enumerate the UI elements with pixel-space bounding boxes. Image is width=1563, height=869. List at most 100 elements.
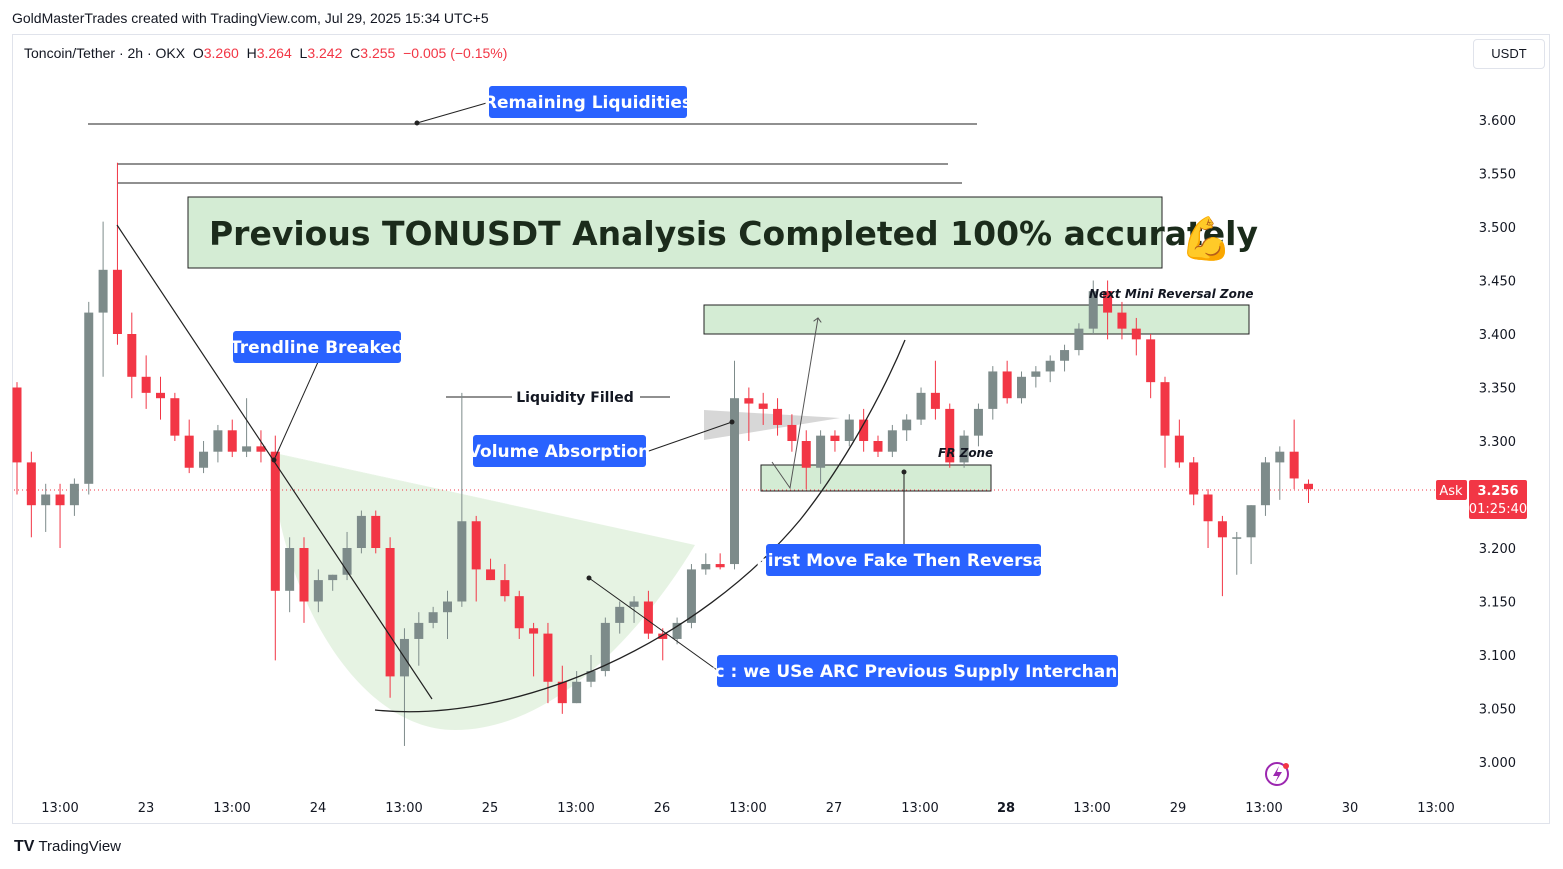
candle-body[interactable] [844, 419, 854, 441]
candle-body[interactable] [1203, 494, 1213, 522]
label-trendline-breaked[interactable]: Trendline Breaked [230, 331, 404, 363]
candle-body[interactable] [1246, 505, 1256, 538]
candle-body[interactable] [356, 515, 366, 548]
candle-body[interactable] [328, 574, 338, 581]
candle-body[interactable] [1131, 328, 1141, 340]
candle-body[interactable] [1174, 435, 1184, 463]
candle-body[interactable] [801, 441, 811, 468]
candle-body[interactable] [572, 681, 582, 704]
time-axis[interactable]: 13:00 23 13:00 24 13:00 25 13:00 26 13:00 27 13:00… [41, 801, 1454, 816]
candle-body[interactable] [701, 564, 711, 570]
candle-body[interactable] [170, 398, 180, 436]
candle-body[interactable] [1232, 537, 1242, 539]
candle-body[interactable] [184, 435, 194, 468]
candle-body[interactable] [1189, 462, 1199, 495]
candle-body[interactable] [787, 424, 797, 441]
candle-body[interactable] [557, 681, 567, 704]
candle-body[interactable] [385, 548, 395, 677]
candle-body[interactable] [156, 392, 165, 399]
candle-body[interactable] [930, 392, 940, 409]
candle-body[interactable] [227, 430, 237, 452]
candle-body[interactable] [916, 392, 926, 420]
candle-body[interactable] [256, 446, 266, 452]
candle-body[interactable] [643, 601, 653, 634]
candle-body[interactable] [600, 622, 610, 672]
candle-body[interactable] [873, 441, 883, 452]
candle-body[interactable] [1289, 451, 1299, 479]
candle-body[interactable] [127, 334, 137, 377]
candle-body[interactable] [443, 601, 452, 613]
candle-body[interactable] [1002, 371, 1012, 399]
candle-body[interactable] [26, 462, 36, 506]
candle-body[interactable] [41, 494, 51, 506]
candle-body[interactable] [887, 430, 897, 452]
candle-body[interactable] [615, 606, 625, 623]
candle-body[interactable] [12, 387, 22, 463]
candle-body[interactable] [658, 633, 668, 639]
candle-body[interactable] [1060, 350, 1070, 361]
candle-body[interactable] [1304, 483, 1313, 490]
candle-body[interactable] [112, 269, 122, 334]
candle-body[interactable] [270, 451, 280, 591]
candle-body[interactable] [500, 580, 510, 597]
price-axis[interactable]: 3.6003.5503.5003.4503.4003.3503.3003.250… [1479, 114, 1516, 771]
candle-body[interactable] [945, 408, 955, 463]
candle-body[interactable] [1017, 376, 1026, 399]
tradingview-logo[interactable]: TV TradingView [14, 838, 121, 856]
candle-body[interactable] [471, 521, 481, 570]
candle-body[interactable] [973, 408, 983, 436]
candle-body[interactable] [773, 408, 783, 425]
label-arc[interactable]: Arc : we USe ARC Previous Supply Interch… [693, 655, 1141, 687]
candle-body[interactable] [1088, 291, 1098, 329]
label-volume-absorption[interactable]: Volume Absorption [468, 435, 650, 467]
candle-body[interactable] [1260, 462, 1270, 506]
currency-button[interactable]: USDT [1473, 39, 1545, 69]
candle-body[interactable] [715, 564, 725, 568]
candle-body[interactable] [285, 548, 295, 591]
candle-body[interactable] [342, 548, 352, 575]
candle-body[interactable] [1146, 339, 1156, 383]
candle-body[interactable] [830, 435, 840, 441]
candle-body[interactable] [959, 435, 969, 463]
lightning-icon[interactable] [1265, 762, 1289, 786]
candle-body[interactable] [1217, 521, 1227, 538]
candle-body[interactable] [529, 628, 539, 634]
candle-body[interactable] [730, 398, 739, 565]
candle-body[interactable] [69, 483, 79, 506]
candle-body[interactable] [744, 398, 754, 404]
candle-body[interactable] [55, 494, 65, 506]
symbol-name[interactable]: Toncoin/Tether · 2h · OKX [24, 45, 186, 61]
label-remaining-liquidities[interactable]: Remaining Liquidities [484, 86, 692, 118]
candle-body[interactable] [199, 451, 209, 468]
candle-body[interactable] [371, 515, 381, 548]
candle-body[interactable] [1074, 328, 1084, 351]
candle-body[interactable] [1031, 371, 1041, 377]
candle-body[interactable] [859, 419, 869, 441]
candle-body[interactable] [988, 371, 998, 409]
candle-body[interactable] [758, 403, 768, 409]
candle-body[interactable] [586, 671, 596, 682]
candle-body[interactable] [1045, 360, 1055, 372]
candle-body[interactable] [1103, 291, 1113, 313]
candle-body[interactable] [543, 633, 553, 682]
candle-body[interactable] [672, 622, 682, 639]
candle-body[interactable] [457, 521, 467, 602]
candle-body[interactable] [1117, 312, 1127, 329]
label-first-move[interactable]: First Move Fake Then Reversal [756, 544, 1050, 576]
candle-body[interactable] [84, 312, 94, 484]
candle-body[interactable] [141, 376, 151, 393]
candle-body[interactable] [213, 430, 223, 452]
candle-body[interactable] [98, 269, 108, 313]
candle-body[interactable] [428, 612, 438, 623]
candle-body[interactable] [902, 419, 912, 431]
candle-body[interactable] [816, 435, 826, 468]
candle-body[interactable] [1275, 451, 1285, 463]
candle-body[interactable] [242, 446, 252, 452]
candle-body[interactable] [299, 548, 309, 602]
candle-body[interactable] [486, 569, 496, 581]
candle-body[interactable] [414, 622, 424, 639]
candle-body[interactable] [514, 596, 524, 629]
candle-body[interactable] [629, 601, 639, 607]
candle-body[interactable] [1160, 382, 1170, 436]
